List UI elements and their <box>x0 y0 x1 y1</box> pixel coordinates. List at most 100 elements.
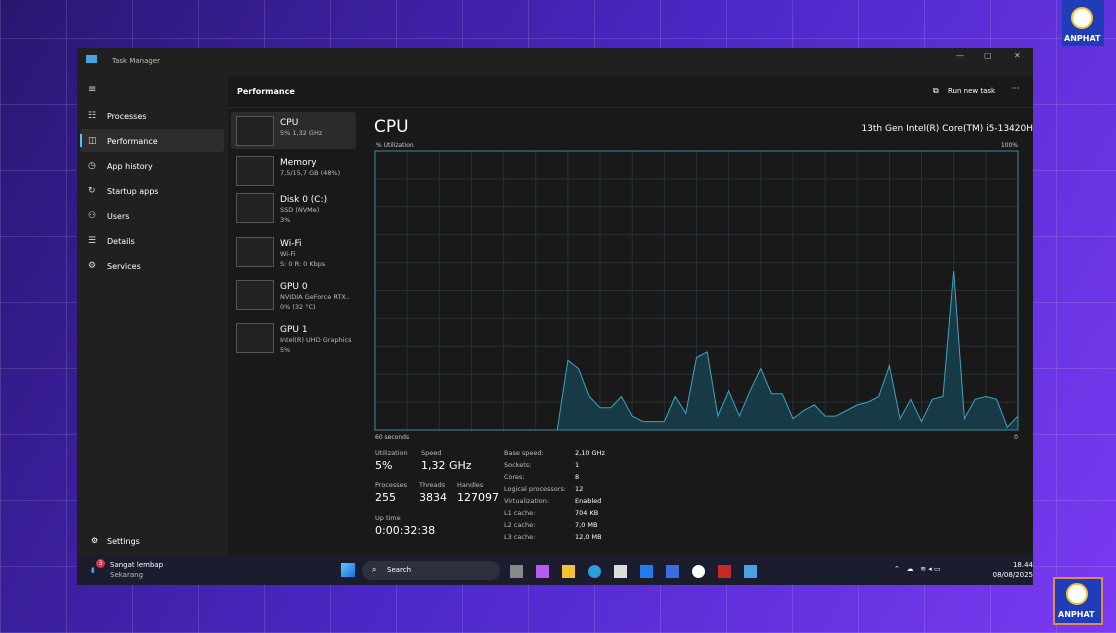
spec-value: 1 <box>575 461 580 469</box>
device-name[interactable]: GPU 1 <box>280 325 308 335</box>
settings-icon: ⚙ <box>91 536 99 545</box>
device-thumbnail <box>236 280 274 310</box>
nav-icon: ⚙ <box>88 261 97 271</box>
app[interactable] <box>536 565 549 578</box>
nav-item[interactable]: Services <box>107 262 141 271</box>
stat-value: 0:00:32:38 <box>375 524 436 537</box>
device-thumbnail <box>236 156 274 186</box>
app[interactable] <box>510 565 523 578</box>
spec-value: 8 <box>575 473 580 481</box>
x-left-label: 60 seconds <box>375 434 410 441</box>
y-label: % Utilization <box>376 142 414 149</box>
nav-icon: ◫ <box>88 136 97 146</box>
device-detail: 5% <box>280 346 291 354</box>
search-label: Search <box>387 566 412 574</box>
nav-icon: ◷ <box>88 161 96 171</box>
nav-item[interactable]: Performance <box>107 137 158 146</box>
spec-value: Enabled <box>575 497 602 505</box>
device-detail: 3% <box>280 216 291 224</box>
spec-label: L3 cache: <box>504 533 536 541</box>
nav-icon: ☰ <box>88 236 97 246</box>
badge: 3 <box>96 559 105 568</box>
x-right-label: 0 <box>1014 434 1018 441</box>
minimize-button[interactable]: — <box>956 51 964 60</box>
weather-sub: Sekarang <box>110 571 144 579</box>
spec-label: L2 cache: <box>504 521 536 529</box>
stat-label: Up time <box>375 514 401 522</box>
spec-value: 12 <box>575 485 584 493</box>
device-thumbnail <box>236 193 274 223</box>
device-name[interactable]: CPU <box>280 118 299 128</box>
stat-label: Processes <box>375 481 408 489</box>
graph-frame <box>374 150 1019 431</box>
app[interactable] <box>718 565 731 578</box>
start-button[interactable] <box>341 563 355 577</box>
stat-label: Speed <box>421 449 442 457</box>
app-icon <box>86 55 97 63</box>
nav-icon: ☷ <box>88 111 97 121</box>
menu-button[interactable]: ≡ <box>88 84 97 95</box>
more-button[interactable]: ··· <box>1012 84 1020 93</box>
nav-indicator <box>80 134 82 147</box>
device-detail: Intel(R) UHD Graphics <box>280 336 352 344</box>
stat-label: Handles <box>457 481 484 489</box>
maximize-button[interactable]: ▢ <box>984 51 992 60</box>
device-detail: 5% 1,32 GHz <box>280 129 323 137</box>
app[interactable] <box>692 565 705 578</box>
nav-item[interactable]: App history <box>107 162 153 171</box>
device-detail: NVIDIA GeForce RTX.. <box>280 293 350 301</box>
spec-value: 12,0 MB <box>575 533 602 541</box>
spec-label: Sockets: <box>504 461 532 469</box>
search-box[interactable] <box>362 561 500 580</box>
device-detail: Wi-Fi <box>280 250 296 258</box>
tray-icons[interactable]: ⌃ ☁ ≋ ◂ ▭ <box>894 565 941 573</box>
weather[interactable]: Sangat lembap <box>110 561 164 569</box>
stat-label: Threads <box>419 481 446 489</box>
stat-value: 5% <box>375 459 393 472</box>
weather-icon: ▮ <box>91 566 95 574</box>
app[interactable] <box>588 565 601 578</box>
app[interactable] <box>640 565 653 578</box>
device-name[interactable]: Wi-Fi <box>280 239 302 249</box>
spec-label: Virtualization: <box>504 497 550 505</box>
device-detail: 7,5/15,7 GB (48%) <box>280 169 341 177</box>
device-name[interactable]: Disk 0 (C:) <box>280 195 328 205</box>
spec-value: 7,0 MB <box>575 521 598 529</box>
cpu-title: CPU <box>374 117 409 137</box>
page-title: Performance <box>237 87 295 96</box>
device-detail: 0% (32 °C) <box>280 303 316 311</box>
nav-icon: ↻ <box>88 186 96 196</box>
nav-item[interactable]: Processes <box>107 112 147 121</box>
device-name[interactable]: Memory <box>280 158 317 168</box>
nav-selected <box>80 129 224 152</box>
nav-item[interactable]: Details <box>107 237 135 246</box>
stat-label: Utilization <box>375 449 408 457</box>
clock-time[interactable]: 18.44 <box>1012 561 1033 569</box>
settings[interactable]: Settings <box>107 537 140 546</box>
logo-mark <box>1066 583 1088 605</box>
spec-label: Base speed: <box>504 449 544 457</box>
app[interactable] <box>666 565 679 578</box>
taskbar-apps <box>510 563 757 582</box>
clock-date: 08/08/2025 <box>992 571 1033 579</box>
close-button[interactable]: ✕ <box>1014 51 1021 60</box>
content-pane <box>228 76 1033 555</box>
logo-text: ANPHAT <box>1064 34 1101 43</box>
device-name[interactable]: GPU 0 <box>280 282 308 292</box>
nav-item[interactable]: Users <box>107 212 130 221</box>
spec-label: Logical processors: <box>504 485 567 493</box>
device-detail: S: 0 R: 0 Kbps <box>280 260 326 268</box>
run-new-task[interactable]: Run new task <box>948 87 996 95</box>
app[interactable] <box>562 565 575 578</box>
nav-item[interactable]: Startup apps <box>107 187 159 196</box>
app[interactable] <box>614 565 627 578</box>
nav-icon: ⚇ <box>88 211 97 221</box>
app[interactable] <box>744 565 757 578</box>
spec-label: L1 cache: <box>504 509 536 517</box>
spec-value: 2,10 GHz <box>575 449 605 457</box>
logo-mark <box>1071 7 1093 29</box>
device-thumbnail <box>236 116 274 146</box>
stat-value: 3834 <box>419 491 447 504</box>
